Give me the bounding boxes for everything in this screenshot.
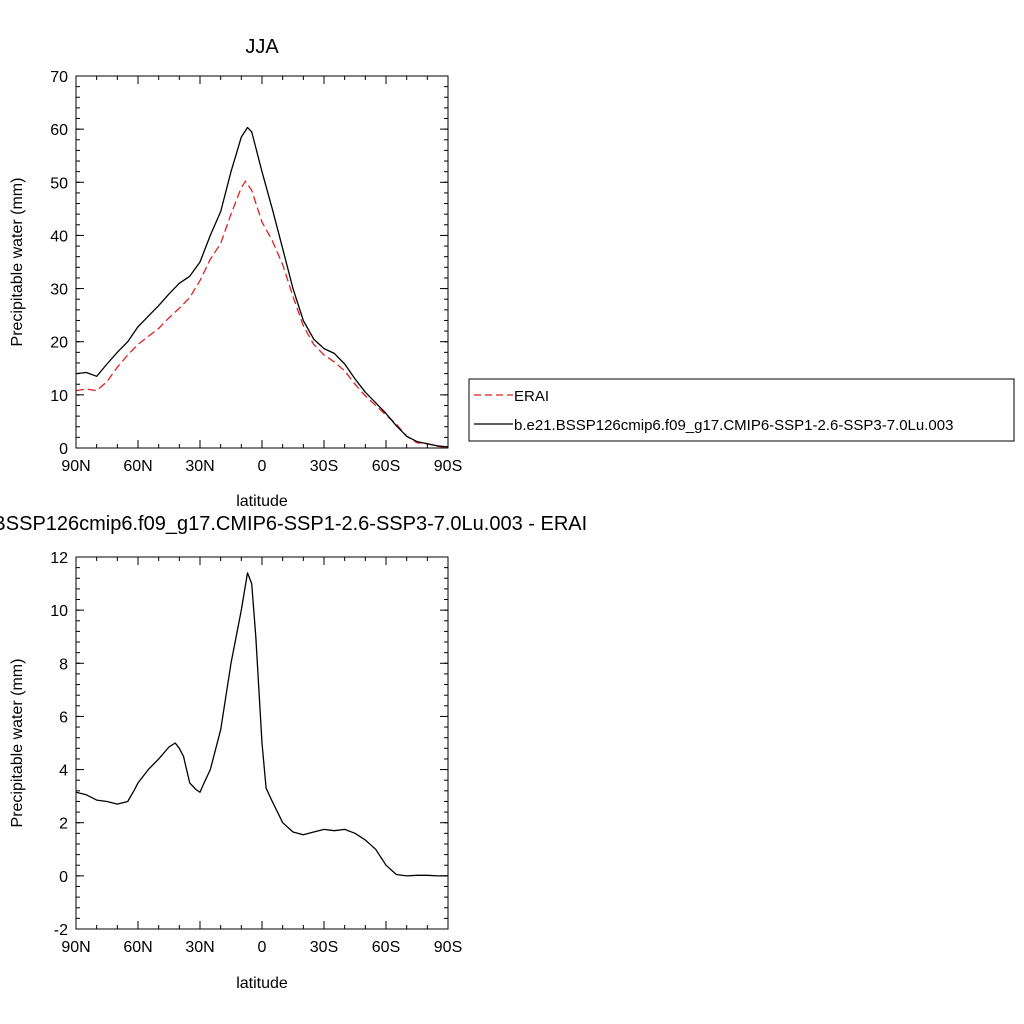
- y-tick-label: 0: [59, 441, 68, 458]
- series-line-model: [76, 126, 448, 448]
- x-tick-label: 30S: [310, 458, 338, 475]
- x-tick-label: 90N: [61, 939, 90, 956]
- x-tick-label: 0: [258, 458, 267, 475]
- top-chart-title: JJA: [245, 36, 279, 58]
- bottom-x-axis-label: latitude: [236, 975, 288, 992]
- y-tick-label: 60: [50, 122, 68, 139]
- x-tick-label: 30S: [310, 939, 338, 956]
- y-tick-label: 40: [50, 228, 68, 245]
- bottom-y-axis-label: Precipitable water (mm): [9, 659, 26, 828]
- x-tick-label: 60S: [372, 939, 400, 956]
- y-tick-label: 2: [59, 816, 68, 833]
- y-tick-label: 0: [59, 869, 68, 886]
- y-tick-label: 6: [59, 709, 68, 726]
- x-tick-label: 60S: [372, 458, 400, 475]
- bottom-chart-title: b.e21.BSSP126cmip6.f09_g17.CMIP6-SSP1-2.…: [0, 513, 587, 535]
- x-tick-label: 30N: [185, 458, 214, 475]
- x-tick-label: 90N: [61, 458, 90, 475]
- y-tick-label: 20: [50, 335, 68, 352]
- x-tick-label: 30N: [185, 939, 214, 956]
- y-tick-label: 4: [59, 763, 68, 780]
- y-tick-label: 70: [50, 69, 68, 86]
- y-tick-label: -2: [54, 922, 68, 939]
- y-tick-label: 30: [50, 282, 68, 299]
- series-line-difference: [76, 572, 448, 877]
- bottom-panel: b.e21.BSSP126cmip6.f09_g17.CMIP6-SSP1-2.…: [0, 513, 587, 992]
- top-x-axis-label: latitude: [236, 493, 288, 510]
- x-tick-label: 90S: [434, 458, 462, 475]
- x-tick-label: 60N: [123, 458, 152, 475]
- top-y-axis-label: Precipitable water (mm): [9, 178, 26, 347]
- y-tick-label: 10: [50, 603, 68, 620]
- y-tick-label: 10: [50, 388, 68, 405]
- x-tick-label: 90S: [434, 939, 462, 956]
- y-tick-label: 12: [50, 550, 68, 567]
- x-tick-label: 60N: [123, 939, 152, 956]
- legend-label-erai: ERAI: [514, 388, 549, 405]
- y-tick-label: 8: [59, 656, 68, 673]
- legend-label-model: b.e21.BSSP126cmip6.f09_g17.CMIP6-SSP1-2.…: [514, 417, 953, 434]
- legend-box: [468, 378, 1015, 442]
- y-tick-label: 50: [50, 175, 68, 192]
- legend: ERAI b.e21.BSSP126cmip6.f09_g17.CMIP6-SS…: [468, 378, 1015, 442]
- x-tick-label: 0: [258, 939, 267, 956]
- top-panel: JJA 0 10 20 30 40 50 60 70 90N 60N 30N 0 30S 60S 90S l…: [9, 36, 462, 510]
- series-line-erai: [76, 180, 448, 448]
